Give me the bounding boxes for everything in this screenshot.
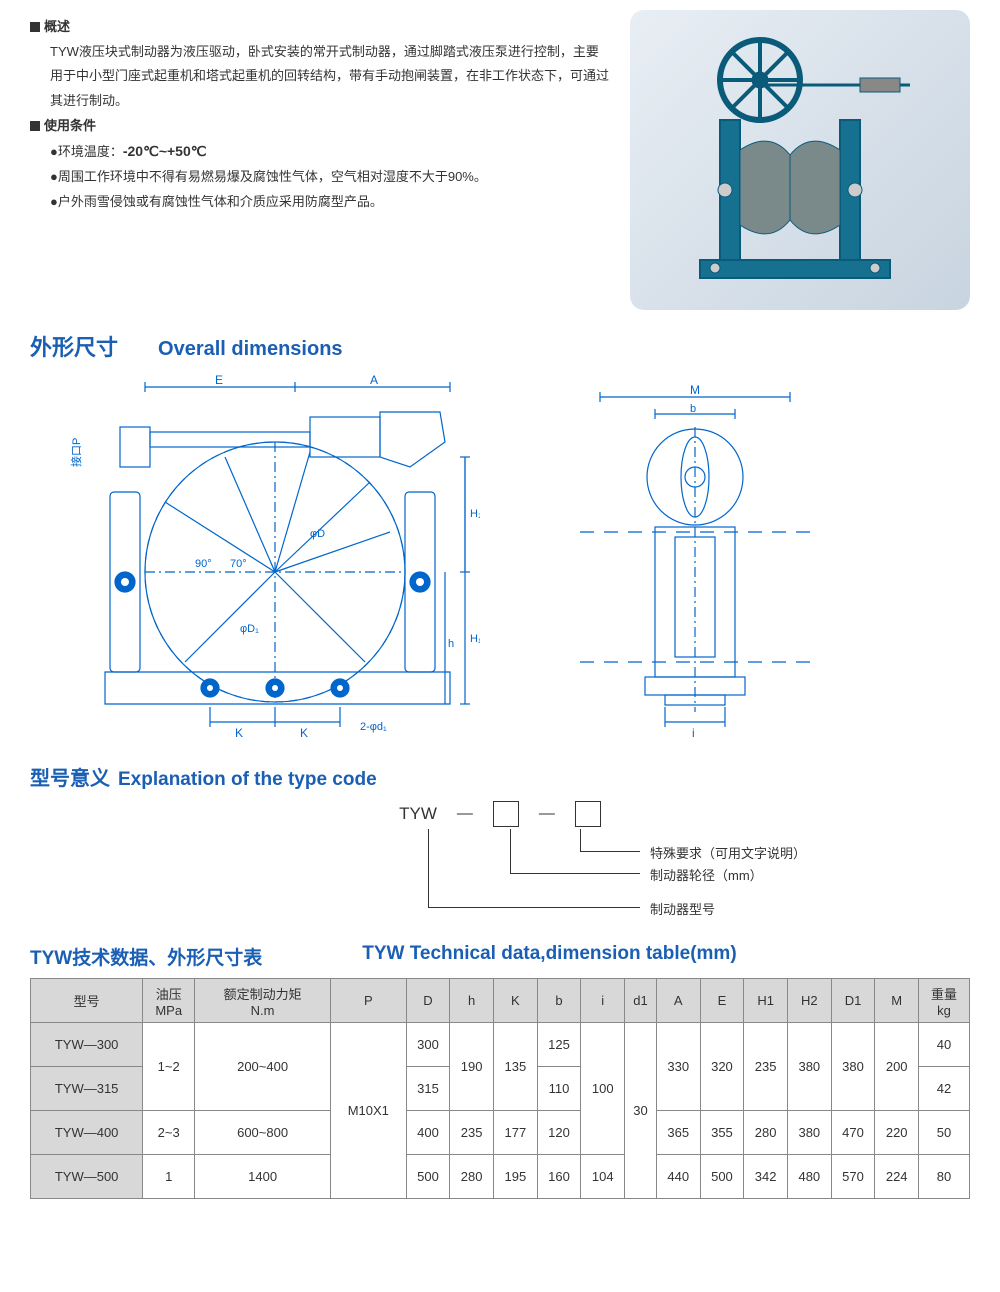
- dimension-diagrams: E A 90° 70° φD φD₁: [30, 372, 970, 742]
- svg-text:φD: φD: [310, 528, 325, 540]
- th-i: i: [581, 979, 625, 1023]
- svg-text:h: h: [448, 638, 454, 650]
- description-block: 概述 TYW液压块式制动器为液压驱动，卧式安装的常开式制动器，通过脚踏式液压泵进…: [30, 10, 610, 310]
- svg-text:K: K: [300, 726, 308, 740]
- table-row: TYW—300 1~2 200~400 M10X1 300 190 135 12…: [31, 1023, 970, 1067]
- th-d1: d1: [625, 979, 657, 1023]
- typecode-diagram: TYW — — 特殊要求（可用文字说明） 制动器轮径（mm） 制动器型号: [30, 801, 970, 929]
- th-m: M: [875, 979, 919, 1023]
- svg-text:70°: 70°: [230, 558, 247, 570]
- th-p: P: [331, 979, 407, 1023]
- table-title: TYW技术数据、外形尺寸表 TYW Technical data,dimensi…: [30, 943, 970, 970]
- svg-text:E: E: [215, 373, 223, 387]
- th-d: D: [406, 979, 450, 1023]
- th-torque: 额定制动力矩 N.m: [195, 979, 331, 1023]
- typecode-box-2: [575, 801, 601, 827]
- condition-outdoor: ●户外雨雪侵蚀或有腐蚀性气体和介质应采用防腐型产品。: [30, 190, 610, 215]
- svg-text:90°: 90°: [195, 558, 212, 570]
- product-photo: [630, 10, 970, 310]
- svg-text:M: M: [690, 383, 700, 397]
- th-h1: H1: [744, 979, 788, 1023]
- conditions-heading: 使用条件: [30, 114, 610, 139]
- svg-text:A: A: [370, 373, 378, 387]
- typecode-label-special: 特殊要求（可用文字说明）: [650, 843, 806, 862]
- th-h2: H2: [787, 979, 831, 1023]
- svg-text:φD₁: φD₁: [240, 623, 259, 635]
- conditions-heading-text: 使用条件: [44, 114, 96, 139]
- typecode-title: 型号意义 Explanation of the type code: [30, 762, 970, 791]
- th-kg: 重量 kg: [919, 979, 970, 1023]
- overview-body: TYW液压块式制动器为液压驱动，卧式安装的常开式制动器，通过脚踏式液压泵进行控制…: [30, 40, 610, 114]
- table-row: TYW—500 1 1400 500 280 195 160 104 440 5…: [31, 1155, 970, 1199]
- th-a: A: [656, 979, 700, 1023]
- technical-data-table: 型号 油压 MPa 额定制动力矩 N.m P D h K b i d1 A E …: [30, 978, 970, 1199]
- svg-text:H₂: H₂: [470, 508, 480, 520]
- typecode-box-1: [493, 801, 519, 827]
- svg-text:b: b: [690, 403, 696, 415]
- overview-heading: 概述: [30, 15, 610, 40]
- dimensions-title: 外形尺寸 Overall dimensions: [30, 330, 970, 362]
- svg-text:接口P: 接口P: [70, 438, 83, 467]
- overview-heading-text: 概述: [44, 15, 70, 40]
- th-h: h: [450, 979, 494, 1023]
- typecode-label-model: 制动器型号: [650, 899, 715, 918]
- svg-text:i: i: [692, 726, 695, 740]
- typecode-label-diameter: 制动器轮径（mm）: [650, 865, 763, 884]
- svg-text:H₁: H₁: [470, 633, 480, 645]
- condition-env: ●周围工作环境中不得有易燃易爆及腐蚀性气体，空气相对湿度不大于90%。: [30, 165, 610, 190]
- product-illustration: [660, 30, 940, 290]
- th-k: K: [494, 979, 538, 1023]
- side-view-diagram: M b i: [540, 372, 850, 742]
- th-dd1: D1: [831, 979, 875, 1023]
- th-e: E: [700, 979, 744, 1023]
- th-b: b: [537, 979, 581, 1023]
- front-view-diagram: E A 90° 70° φD φD₁: [50, 372, 480, 742]
- th-model: 型号: [31, 979, 143, 1023]
- typecode-prefix: TYW: [399, 804, 437, 824]
- table-row: TYW—400 2~3 600~800 400 235 177 120 365 …: [31, 1111, 970, 1155]
- svg-text:2-φd₁: 2-φd₁: [360, 721, 387, 733]
- th-mpa: 油压 MPa: [143, 979, 195, 1023]
- condition-temp: ●环境温度：-20℃~+50℃: [30, 138, 610, 165]
- svg-text:K: K: [235, 726, 243, 740]
